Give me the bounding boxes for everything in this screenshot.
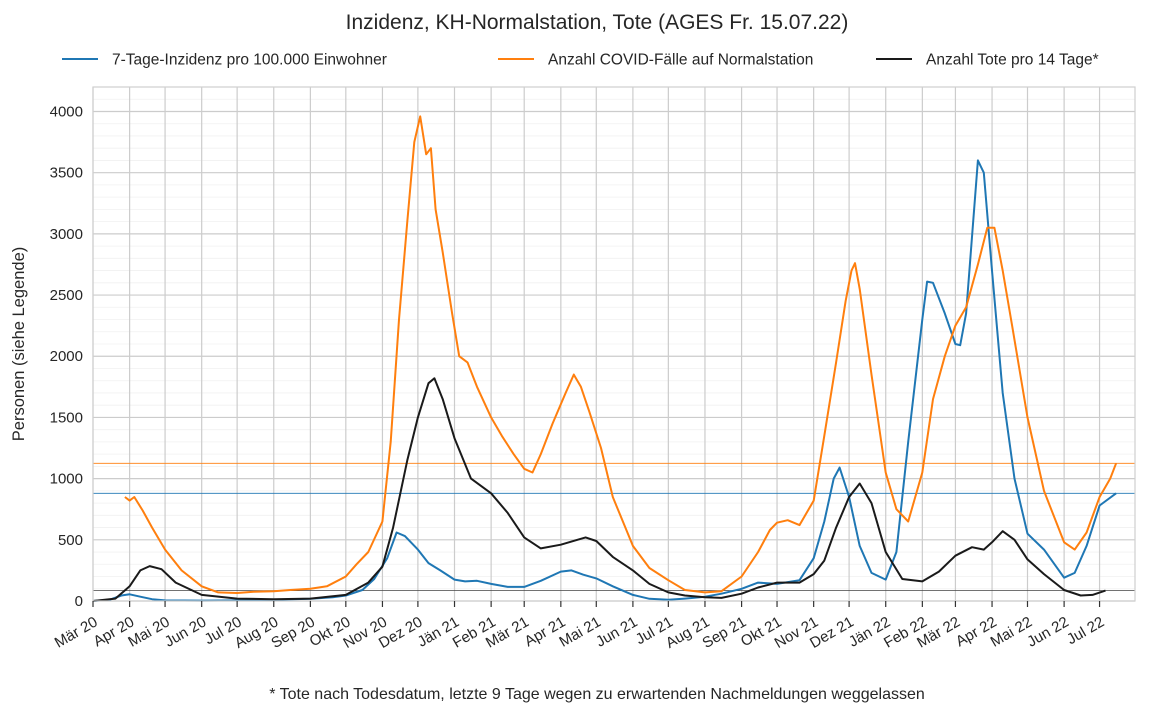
y-tick-label: 1500 bbox=[50, 409, 83, 426]
y-axis-label: Personen (siehe Legende) bbox=[10, 247, 28, 441]
legend-label: Anzahl Tote pro 14 Tage* bbox=[926, 52, 1099, 69]
y-tick-label: 4000 bbox=[50, 103, 83, 120]
y-tick-label: 2000 bbox=[50, 348, 83, 365]
legend: 7-Tage-Inzidenz pro 100.000 Einwohner Anz… bbox=[62, 52, 1099, 69]
x-tick-label: Mär 20 bbox=[52, 613, 101, 651]
legend-label: 7-Tage-Inzidenz pro 100.000 Einwohner bbox=[112, 52, 387, 69]
x-tick-label: Jul 22 bbox=[1064, 613, 1107, 648]
y-tick-label: 3500 bbox=[50, 165, 83, 182]
y-axis: 0 500 1000 1500 2000 2500 3000 3500 4000 bbox=[50, 103, 83, 610]
series-line-3 bbox=[92, 377, 1106, 602]
x-tick-label: Mai 22 bbox=[988, 613, 1035, 650]
reference-lines bbox=[93, 462, 1135, 591]
y-tick-label: 2500 bbox=[50, 287, 83, 304]
chart-title: Inzidenz, KH-Normalstation, Tote (AGES F… bbox=[346, 11, 849, 34]
y-tick-label: 0 bbox=[75, 593, 83, 610]
series bbox=[92, 115, 1118, 602]
footnote: * Tote nach Todesdatum, letzte 9 Tage we… bbox=[269, 686, 925, 703]
y-tick-label: 1000 bbox=[50, 471, 83, 488]
y-tick-label: 3000 bbox=[50, 226, 83, 243]
series-line-2 bbox=[124, 115, 1118, 594]
legend-label: Anzahl COVID-Fälle auf Normalstation bbox=[548, 52, 813, 69]
y-tick-label: 500 bbox=[58, 532, 83, 549]
plot-frame bbox=[92, 86, 1136, 602]
x-tick-label: Mai 20 bbox=[125, 613, 172, 650]
x-tick-label: Mai 21 bbox=[556, 613, 603, 650]
